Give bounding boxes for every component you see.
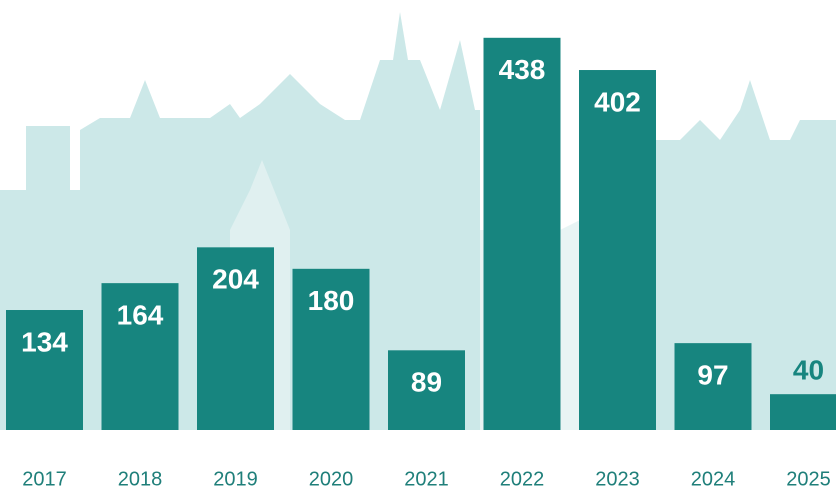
value-label: 164: [117, 300, 164, 331]
bar: [770, 394, 836, 430]
value-label: 204: [212, 264, 259, 295]
value-label: 97: [697, 360, 728, 391]
x-tick-label: 2020: [309, 468, 354, 488]
x-tick-label: 2023: [595, 468, 640, 488]
x-tick-label: 2022: [500, 468, 545, 488]
x-tick-label: 2021: [404, 468, 449, 488]
value-label: 40: [793, 355, 824, 386]
value-label: 402: [594, 86, 641, 117]
bar: [388, 350, 465, 430]
bar: [483, 37, 561, 431]
value-label: 180: [308, 285, 355, 316]
bar: [101, 283, 179, 430]
value-label: 89: [411, 367, 442, 398]
x-tick-label: 2017: [22, 468, 67, 488]
bar: [579, 70, 656, 430]
x-tick-label: 2019: [213, 468, 258, 488]
bar: [197, 247, 274, 430]
x-tick-label: 2024: [691, 468, 736, 488]
x-tick-label: 2018: [118, 468, 163, 488]
bar: [6, 310, 83, 430]
x-tick-label: 2025: [786, 468, 831, 488]
value-label: 438: [499, 54, 546, 85]
bar: [292, 268, 370, 430]
value-label: 134: [21, 326, 68, 357]
bar: [674, 343, 752, 430]
